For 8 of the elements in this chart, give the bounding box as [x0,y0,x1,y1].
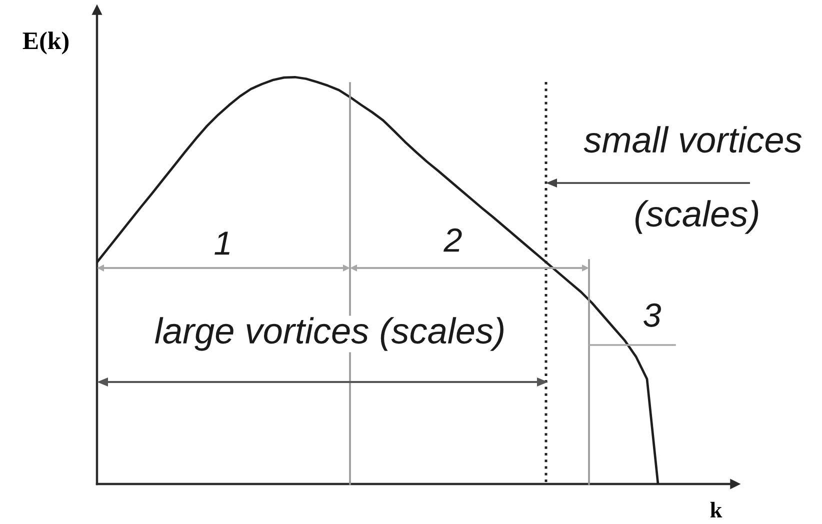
annotation: 1 [214,232,230,255]
annotation: large vortices (scales) [155,317,504,351]
annotation: (scales) [635,200,758,234]
annotation: small vortices [584,126,802,153]
y-axis-title: E(k) [22,32,69,54]
x-axis-title: k [710,502,722,518]
annotation: 3 [644,303,661,327]
annotation: 2 [444,228,462,252]
